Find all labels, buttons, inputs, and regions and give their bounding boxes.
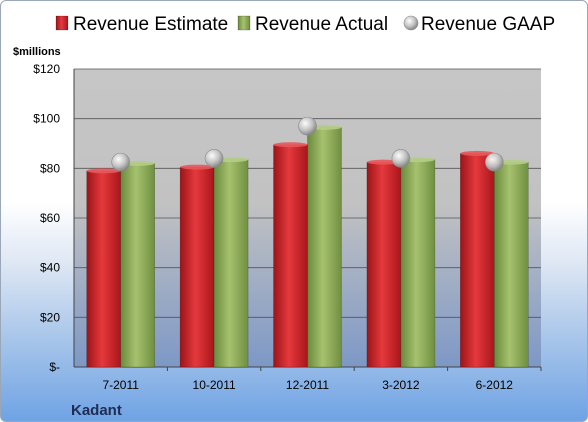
bar-revenue-actual-10-2011	[213, 159, 249, 368]
legend-label-revenue-gaap: Revenue GAAP	[421, 14, 555, 35]
bar-revenue-estimate-6-2012	[459, 153, 495, 368]
y-tick-label: $20	[40, 310, 60, 324]
bar-revenue-estimate-3-2012	[366, 161, 402, 368]
legend-swatch-revenue-estimate	[55, 15, 69, 31]
marker-revenue-gaap-7-2011	[111, 152, 130, 172]
x-tick-label: 6-2012	[476, 378, 514, 392]
company-name-label: Kadant	[71, 402, 122, 419]
bar-cap-revenue-estimate-7-2011	[86, 168, 121, 174]
legend-label-revenue-actual: Revenue Actual	[255, 14, 388, 35]
y-tick-label: $120	[33, 62, 60, 76]
x-tick-label: 3-2012	[382, 378, 420, 392]
bar-cap-revenue-estimate-6-2012	[460, 150, 495, 156]
marker-revenue-gaap-3-2012	[391, 149, 411, 168]
legend-swatch-revenue-gaap	[403, 15, 419, 31]
bar-revenue-estimate-12-2011	[273, 144, 308, 368]
bar-revenue-actual-12-2011	[307, 127, 342, 368]
x-tick-label: 7-2011	[102, 378, 139, 392]
legend-swatch-revenue-actual	[237, 15, 251, 31]
marker-revenue-gaap-10-2011	[204, 149, 224, 168]
y-tick-label: $-	[49, 360, 60, 374]
marker-revenue-gaap-6-2012	[484, 152, 504, 172]
bar-revenue-estimate-7-2011	[86, 170, 121, 368]
bar-cap-revenue-estimate-12-2011	[273, 142, 308, 148]
bar-revenue-actual-6-2012	[493, 161, 529, 368]
y-tick-label: $100	[33, 112, 60, 126]
x-tick-label: 12-2011	[286, 378, 329, 392]
marker-revenue-gaap-12-2011	[298, 116, 317, 136]
bar-revenue-actual-3-2012	[400, 159, 436, 368]
bar-revenue-actual-7-2011	[120, 163, 155, 368]
y-axis-unit-label: $millions	[13, 46, 61, 58]
bar-revenue-estimate-10-2011	[179, 166, 215, 368]
bar-cap-revenue-estimate-10-2011	[180, 164, 215, 170]
legend-label-revenue-estimate: Revenue Estimate	[73, 14, 228, 35]
y-tick-label: $60	[40, 211, 60, 225]
x-tick-label: 10-2011	[193, 378, 236, 392]
y-tick-label: $40	[40, 261, 60, 275]
y-tick-label: $80	[40, 161, 60, 175]
